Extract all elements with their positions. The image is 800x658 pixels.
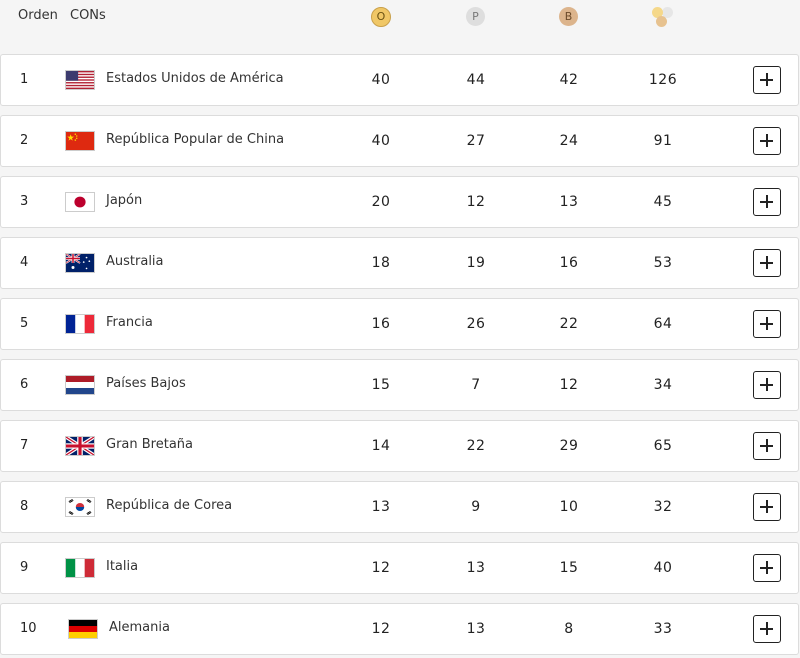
korea-flag-icon	[65, 497, 95, 517]
rank-cell: 9	[20, 560, 29, 575]
table-row: 3 Japón 20 12 13 45	[0, 176, 799, 228]
silver-count: 26	[466, 316, 486, 332]
table-row: 7 Gran Bretaña 14 22 29 65	[0, 420, 799, 472]
silver-count: 12	[466, 194, 486, 210]
gold-medal-icon: O	[371, 7, 391, 27]
country-name: República Popular de China	[106, 132, 285, 147]
silver-count: 27	[466, 133, 486, 149]
silver-count: 44	[466, 72, 486, 88]
silver-count: 7	[471, 377, 481, 393]
expand-row-button[interactable]	[753, 66, 781, 94]
country-name: Gran Bretaña	[106, 437, 194, 452]
silver-count: 19	[466, 255, 486, 271]
total-count: 126	[648, 72, 678, 88]
usa-flag-icon	[65, 70, 95, 90]
rank-cell: 5	[20, 316, 29, 331]
australia-flag-icon	[65, 253, 95, 273]
expand-row-button[interactable]	[753, 554, 781, 582]
country-name: Países Bajos	[106, 376, 186, 391]
rank-cell: 4	[20, 255, 29, 270]
country-column-header: CONs	[70, 8, 106, 23]
bronze-count: 29	[559, 438, 579, 454]
gold-count: 40	[371, 133, 391, 149]
gold-count: 14	[371, 438, 391, 454]
gold-count: 18	[371, 255, 391, 271]
gold-count: 15	[371, 377, 391, 393]
total-count: 91	[653, 133, 673, 149]
medals-total-icon	[650, 5, 680, 31]
bronze-count: 22	[559, 316, 579, 332]
total-count: 53	[653, 255, 673, 271]
expand-row-button[interactable]	[753, 493, 781, 521]
netherlands-flag-icon	[65, 375, 95, 395]
silver-count: 9	[471, 499, 481, 515]
italy-flag-icon	[65, 558, 95, 578]
france-flag-icon	[65, 314, 95, 334]
gold-count: 12	[371, 621, 391, 637]
total-count: 64	[653, 316, 673, 332]
total-count: 45	[653, 194, 673, 210]
table-row: 10 Alemania 12 13 8 33	[0, 603, 799, 655]
bronze-count: 42	[559, 72, 579, 88]
rank-cell: 1	[20, 72, 29, 87]
country-name: Estados Unidos de América	[106, 71, 284, 86]
gold-count: 16	[371, 316, 391, 332]
expand-row-button[interactable]	[753, 127, 781, 155]
country-name: Italia	[106, 559, 139, 574]
silver-count: 13	[466, 560, 486, 576]
bronze-count: 8	[564, 621, 574, 637]
country-name: Japón	[106, 193, 143, 208]
expand-row-button[interactable]	[753, 188, 781, 216]
bronze-medal-icon: B	[559, 7, 578, 26]
expand-row-button[interactable]	[753, 249, 781, 277]
gold-count: 40	[371, 72, 391, 88]
rank-cell: 6	[20, 377, 29, 392]
bronze-count: 12	[559, 377, 579, 393]
gold-count: 20	[371, 194, 391, 210]
rank-cell: 8	[20, 499, 29, 514]
japan-flag-icon	[65, 192, 95, 212]
expand-row-button[interactable]	[753, 615, 781, 643]
gold-count: 13	[371, 499, 391, 515]
silver-medal-icon: P	[466, 7, 485, 26]
table-row: 9 Italia 12 13 15 40	[0, 542, 799, 594]
country-name: Australia	[106, 254, 164, 269]
table-row: 4 Australia 18 19 16 53	[0, 237, 799, 289]
total-count: 33	[653, 621, 673, 637]
expand-row-button[interactable]	[753, 310, 781, 338]
rank-cell: 2	[20, 133, 29, 148]
table-row: 2 República Popular de China 40 27 24 91	[0, 115, 799, 167]
bronze-count: 13	[559, 194, 579, 210]
rank-cell: 7	[20, 438, 29, 453]
expand-row-button[interactable]	[753, 371, 781, 399]
table-header: Orden CONs O P B	[0, 0, 800, 40]
silver-count: 13	[466, 621, 486, 637]
china-flag-icon	[65, 131, 95, 151]
silver-count: 22	[466, 438, 486, 454]
table-row: 6 Países Bajos 15 7 12 34	[0, 359, 799, 411]
table-row: 8 República de Corea 13 9 10 32	[0, 481, 799, 533]
total-count: 65	[653, 438, 673, 454]
rank-cell: 3	[20, 194, 29, 209]
bronze-count: 15	[559, 560, 579, 576]
gold-count: 12	[371, 560, 391, 576]
bronze-count: 16	[559, 255, 579, 271]
country-name: Alemania	[109, 620, 170, 635]
germany-flag-icon	[68, 619, 98, 639]
table-row: 5 Francia 16 26 22 64	[0, 298, 799, 350]
expand-row-button[interactable]	[753, 432, 781, 460]
great-britain-flag-icon	[65, 436, 95, 456]
rank-column-header: Orden	[18, 8, 58, 23]
total-count: 34	[653, 377, 673, 393]
total-count: 40	[653, 560, 673, 576]
bronze-count: 10	[559, 499, 579, 515]
rank-cell: 10	[20, 621, 37, 636]
total-count: 32	[653, 499, 673, 515]
bronze-count: 24	[559, 133, 579, 149]
table-row: 1 Estados Unidos de América 40 44 42 126	[0, 54, 799, 106]
country-name: República de Corea	[106, 498, 233, 513]
country-name: Francia	[106, 315, 153, 330]
